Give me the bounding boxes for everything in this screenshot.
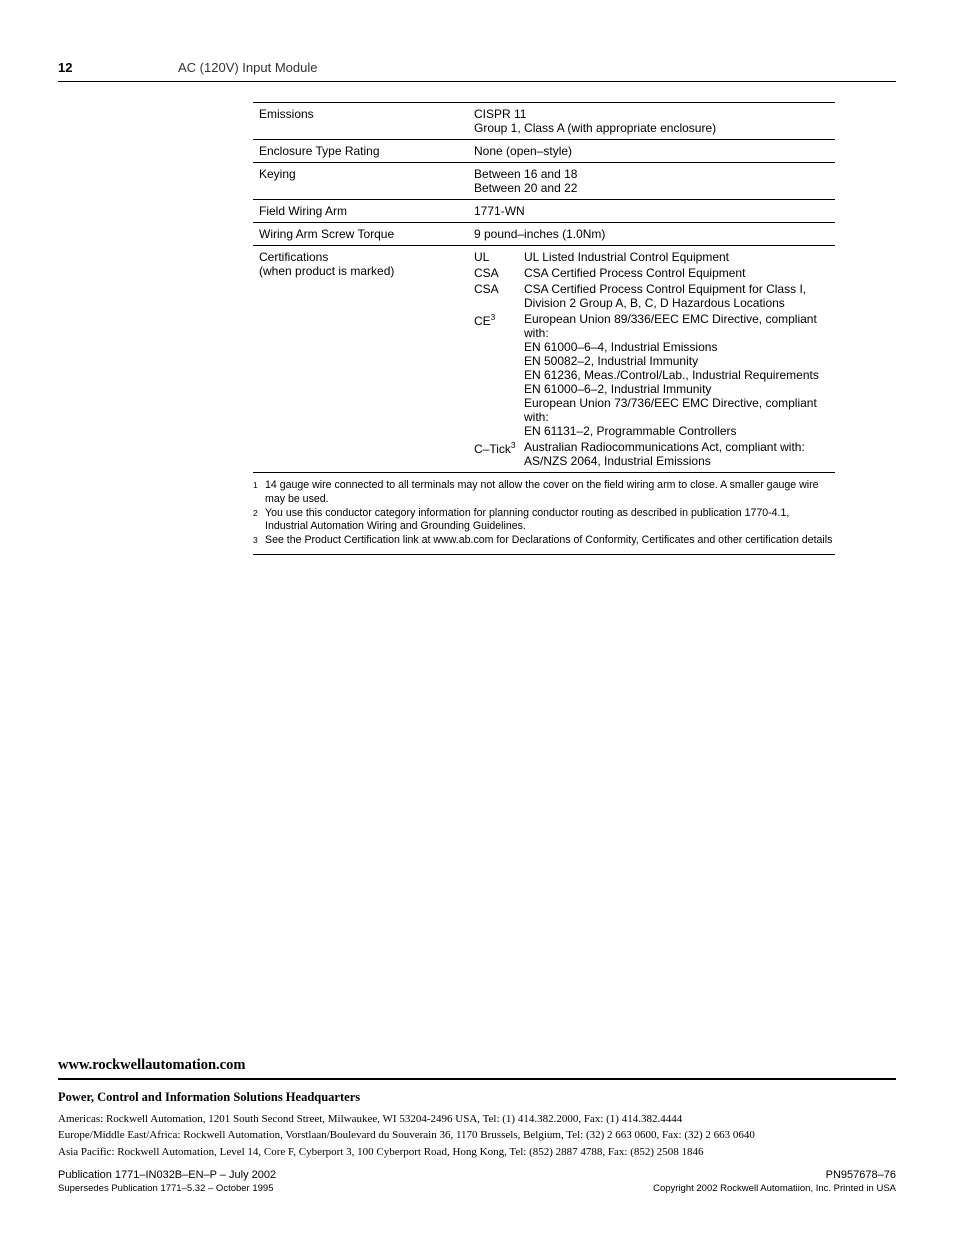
spec-value: CISPR 11Group 1, Class A (with appropria…	[468, 103, 835, 139]
spec-value: 1771-WN	[468, 200, 835, 222]
table-row: Field Wiring Arm 1771-WN	[253, 200, 835, 223]
page-number: 12	[58, 60, 178, 75]
cert-code: CE3	[474, 312, 524, 328]
cert-desc: European Union 89/336/EEC EMC Directive,…	[524, 312, 829, 438]
spec-label: Wiring Arm Screw Torque	[253, 223, 468, 245]
cert-desc: Australian Radiocommunications Act, comp…	[524, 440, 829, 468]
footnote: 1 14 gauge wire connected to all termina…	[253, 479, 835, 507]
spec-value: 9 pound–inches (1.0Nm)	[468, 223, 835, 245]
footnote-text: See the Product Certification link at ww…	[265, 534, 835, 548]
footer-pub-right: PN957678–76 Copyright 2002 Rockwell Auto…	[653, 1168, 896, 1195]
footnote: 2 You use this conductor category inform…	[253, 507, 835, 535]
footnote-num: 1	[253, 479, 265, 491]
cert-code: UL	[474, 250, 524, 264]
footer-addresses: Americas: Rockwell Automation, 1201 Sout…	[58, 1111, 896, 1161]
cert-desc: CSA Certified Process Control Equipment	[524, 266, 829, 280]
spec-value: Between 16 and 18Between 20 and 22	[468, 163, 835, 199]
spec-label: Keying	[253, 163, 468, 199]
cert-desc: UL Listed Industrial Control Equipment	[524, 250, 829, 264]
copyright: Copyright 2002 Rockwell Automatiion, Inc…	[653, 1183, 896, 1195]
cert-code: C–Tick3	[474, 440, 524, 456]
table-row: Enclosure Type Rating None (open–style)	[253, 140, 835, 163]
cert-item: CSA CSA Certified Process Control Equipm…	[474, 266, 829, 280]
footer-address-line: Americas: Rockwell Automation, 1201 Sout…	[58, 1111, 896, 1128]
footnote-text: 14 gauge wire connected to all terminals…	[265, 479, 835, 507]
table-row: Wiring Arm Screw Torque 9 pound–inches (…	[253, 223, 835, 246]
cert-item: UL UL Listed Industrial Control Equipmen…	[474, 250, 829, 264]
footnote: 3 See the Product Certification link at …	[253, 534, 835, 548]
page-footer: www.rockwellautomation.com Power, Contro…	[58, 1057, 896, 1195]
spec-label: Emissions	[253, 103, 468, 139]
page-header: 12 AC (120V) Input Module	[58, 60, 896, 82]
header-title: AC (120V) Input Module	[178, 60, 317, 75]
spec-value: UL UL Listed Industrial Control Equipmen…	[468, 246, 835, 472]
footer-publication: Publication 1771–IN032B–EN–P – July 2002…	[58, 1168, 896, 1195]
spec-value: None (open–style)	[468, 140, 835, 162]
footer-pub-left: Publication 1771–IN032B–EN–P – July 2002…	[58, 1168, 276, 1195]
page: 12 AC (120V) Input Module Emissions CISP…	[0, 0, 954, 555]
cert-item: CE3 European Union 89/336/EEC EMC Direct…	[474, 312, 829, 438]
footnotes: 1 14 gauge wire connected to all termina…	[253, 479, 835, 555]
spec-label: Certifications(when product is marked)	[253, 246, 468, 472]
table-row: Keying Between 16 and 18Between 20 and 2…	[253, 163, 835, 200]
table-row: Emissions CISPR 11Group 1, Class A (with…	[253, 103, 835, 140]
supersedes: Supersedes Publication 1771–5.32 – Octob…	[58, 1183, 276, 1195]
part-number: PN957678–76	[653, 1168, 896, 1182]
cert-code: CSA	[474, 266, 524, 280]
cert-list: UL UL Listed Industrial Control Equipmen…	[474, 250, 829, 468]
publication-id: Publication 1771–IN032B–EN–P – July 2002	[58, 1168, 276, 1182]
cert-item: C–Tick3 Australian Radiocommunications A…	[474, 440, 829, 468]
spec-label: Field Wiring Arm	[253, 200, 468, 222]
table-row-certifications: Certifications(when product is marked) U…	[253, 246, 835, 473]
footnote-num: 3	[253, 534, 265, 546]
footer-url: www.rockwellautomation.com	[58, 1057, 896, 1080]
cert-desc: CSA Certified Process Control Equipment …	[524, 282, 829, 310]
spec-label: Enclosure Type Rating	[253, 140, 468, 162]
footer-hq-title: Power, Control and Information Solutions…	[58, 1090, 896, 1105]
footnote-num: 2	[253, 507, 265, 519]
spec-table: Emissions CISPR 11Group 1, Class A (with…	[253, 102, 835, 473]
cert-code: CSA	[474, 282, 524, 296]
footnote-text: You use this conductor category informat…	[265, 507, 835, 535]
cert-item: CSA CSA Certified Process Control Equipm…	[474, 282, 829, 310]
footer-address-line: Europe/Middle East/Africa: Rockwell Auto…	[58, 1127, 896, 1144]
footer-address-line: Asia Pacific: Rockwell Automation, Level…	[58, 1144, 896, 1161]
